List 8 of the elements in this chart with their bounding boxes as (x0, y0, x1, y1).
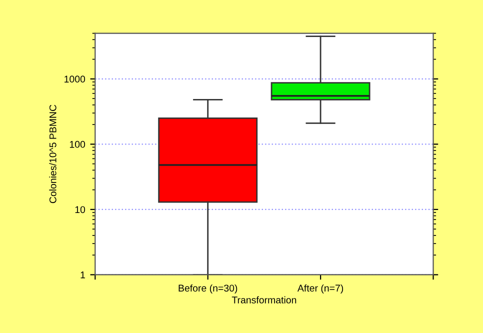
x-axis-title: Transformation (232, 296, 296, 304)
y-axis-title: Colonies/10^5 PBMNC (49, 104, 56, 204)
y-tick-label: 10 (75, 206, 86, 214)
x-tick-label: Before (n=30) (178, 284, 238, 294)
y-tick-label: 1 (80, 272, 85, 278)
y-tick-label: 100 (70, 140, 86, 148)
x-tick-label: After (n=7) (297, 284, 344, 294)
y-tick-label: 1000 (64, 76, 86, 83)
